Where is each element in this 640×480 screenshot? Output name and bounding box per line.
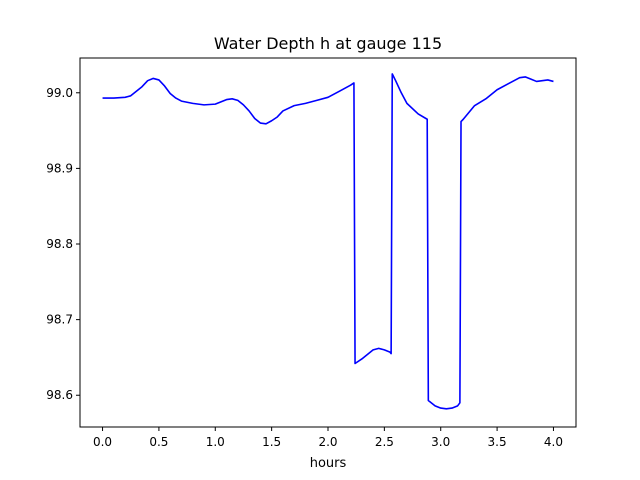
x-axis: 0.0 0.5 1.0 1.5 2.0 2.5 3.0 3.5 4.0 xyxy=(93,427,563,449)
x-tick-label: 4.0 xyxy=(544,435,563,449)
x-tick-label: 3.0 xyxy=(431,435,450,449)
y-tick-label: 98.8 xyxy=(46,237,73,251)
series-line-0 xyxy=(102,73,554,410)
x-tick-label: 0.5 xyxy=(149,435,168,449)
y-tick-label: 98.9 xyxy=(46,161,73,175)
x-tick-label: 2.0 xyxy=(318,435,337,449)
x-tick-label: 0.0 xyxy=(93,435,112,449)
chart-title: Water Depth h at gauge 115 xyxy=(214,34,442,53)
y-axis: 98.6 98.7 98.8 98.9 99.0 xyxy=(46,86,80,402)
y-tick-label: 98.6 xyxy=(46,388,73,402)
x-tick-label: 3.5 xyxy=(488,435,507,449)
x-axis-label: hours xyxy=(310,456,347,471)
x-tick-label: 1.5 xyxy=(262,435,281,449)
x-tick-label: 2.5 xyxy=(375,435,394,449)
x-tick-label: 1.0 xyxy=(206,435,225,449)
y-tick-label: 99.0 xyxy=(46,86,73,100)
y-tick-label: 98.7 xyxy=(46,313,73,327)
